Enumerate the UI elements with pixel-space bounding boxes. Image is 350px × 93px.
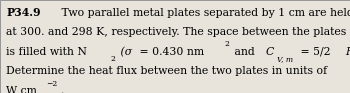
Text: R: R — [345, 47, 350, 57]
Text: C: C — [266, 47, 274, 57]
Text: −2: −2 — [46, 80, 57, 88]
Text: P34.9: P34.9 — [6, 7, 41, 18]
Text: (σ: (σ — [117, 47, 132, 57]
Text: Determine the heat flux between the two plates in units of: Determine the heat flux between the two … — [6, 66, 328, 76]
Text: is filled with N: is filled with N — [6, 47, 87, 57]
Text: W cm: W cm — [6, 86, 37, 93]
Text: = 5/2: = 5/2 — [298, 47, 335, 57]
Text: = 0.430 nm: = 0.430 nm — [136, 47, 205, 57]
Text: .: . — [61, 86, 64, 93]
Text: V, m: V, m — [276, 55, 293, 63]
Text: 2: 2 — [111, 55, 116, 63]
Text: 2: 2 — [224, 40, 229, 49]
Text: Two parallel metal plates separated by 1 cm are held: Two parallel metal plates separated by 1… — [51, 8, 350, 18]
Text: and: and — [231, 47, 258, 57]
Text: at 300. and 298 K, respectively. The space between the plates: at 300. and 298 K, respectively. The spa… — [6, 27, 346, 37]
